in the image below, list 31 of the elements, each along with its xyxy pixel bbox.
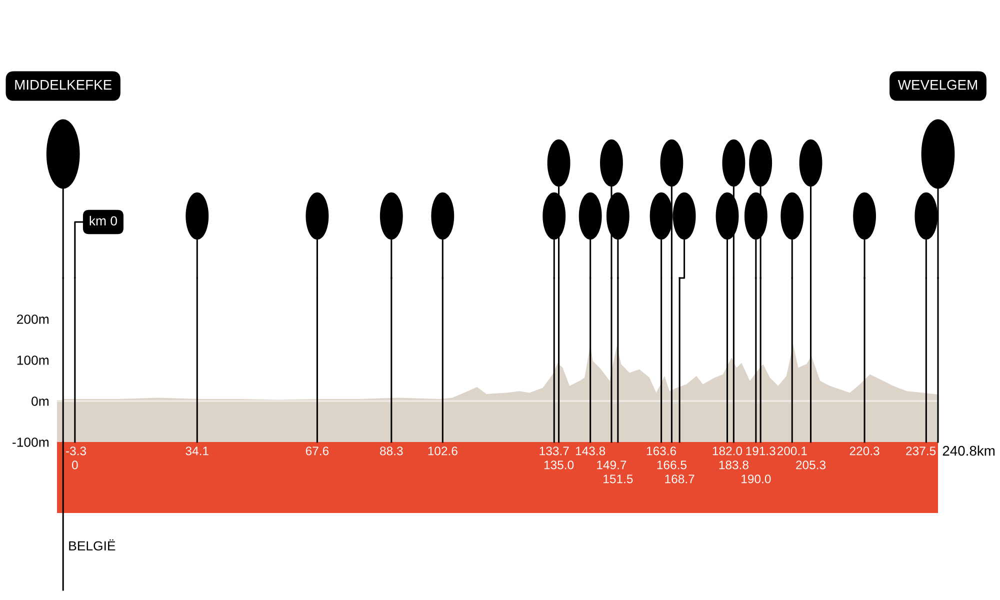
y-tick-label: -100m [12,438,48,447]
y-tick-label: 100m [17,356,48,365]
ref-line-label: 88.3 [380,446,403,456]
ref-line-label: -3.3 [66,446,86,456]
ref-line-label: 183.8 [719,460,748,470]
ref-line-label: 191.3 [746,446,776,456]
ref-line-label: 200.1 [777,446,807,456]
ref-line-label: 190.0 [742,474,771,484]
ref-line-label: 240.8km [942,446,995,456]
ref-line-label: 151.5 [604,474,633,484]
ref-line-label: 102.6 [428,446,458,456]
ref-line-label: 168.7 [665,474,694,484]
ref-line-label: 166.5 [657,460,686,470]
text: BELGIË [69,539,116,551]
ref-line-label: 34.1 [186,446,208,456]
text: MIDDELKEFKE [15,80,112,90]
y-tick-label: 200m [17,314,48,324]
ref-line-label: 133.7 [540,446,569,456]
ref-line-label: 237.5 [906,446,936,456]
ref-line-label: 67.6 [306,446,329,456]
ref-line-label: 0 [72,460,78,470]
ref-line-label: 143.8 [576,446,606,456]
ref-line-label: 135.0 [544,460,574,470]
text: WEVELGEM [898,80,977,90]
y-tick-label: 0m [32,396,48,406]
ref-line-label: 182.0 [712,446,742,456]
ref-line-label: 163.6 [646,446,676,456]
ref-line-label: 205.3 [796,460,826,470]
annotation: km 0 [90,216,117,226]
ref-line-label: 220.3 [850,446,880,456]
ref-line-label: 149.7 [597,460,626,470]
